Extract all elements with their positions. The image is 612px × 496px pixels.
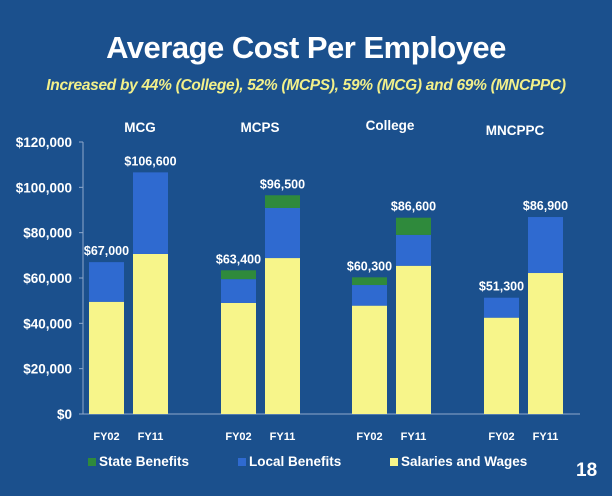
bar-total-label: $96,500 (260, 177, 305, 191)
bar-segment-salaries (352, 305, 387, 414)
bar-total-label: $106,600 (124, 154, 176, 168)
bar-segment-state-benefits (221, 270, 256, 280)
bar-segment-state-benefits (396, 217, 431, 235)
x-tick-label: FY11 (533, 431, 559, 443)
y-tick-label: $80,000 (23, 226, 72, 241)
chart-legend: State Benefits Local Benefits Salaries a… (0, 454, 612, 474)
y-tick-label: $120,000 (16, 135, 72, 150)
bar-total-label: $67,000 (84, 244, 129, 258)
legend-label: State Benefits (99, 454, 190, 469)
x-tick-label: FY02 (488, 431, 514, 443)
group-label: MCG (124, 120, 156, 135)
x-tick-label: FY02 (225, 431, 251, 443)
group-label: MCPS (240, 120, 279, 135)
y-tick-label: $20,000 (23, 362, 72, 377)
bar-segment-salaries (133, 253, 168, 414)
legend-item-local-benefits: Local Benefits (238, 454, 341, 469)
page-number: 18 (576, 460, 598, 481)
legend-item-salaries: Salaries and Wages (390, 454, 527, 469)
bar-segment-salaries (265, 258, 300, 414)
bar-segment-local-benefits (89, 262, 124, 302)
x-tick-label: FY11 (270, 431, 296, 443)
legend-swatch-local (238, 457, 246, 466)
y-tick-label: $0 (57, 407, 72, 422)
legend-label: Local Benefits (249, 454, 342, 469)
legend-item-state-benefits: State Benefits (88, 454, 189, 469)
group-label: College (366, 118, 415, 133)
bar-total-label: $86,900 (523, 199, 568, 213)
x-tick-label: FY02 (93, 431, 119, 443)
bar-segment-local-benefits (265, 207, 300, 259)
bar-segment-local-benefits (133, 172, 168, 254)
bar-segment-local-benefits (528, 217, 563, 274)
legend-swatch-state (88, 457, 96, 466)
bar-segment-local-benefits (484, 297, 519, 318)
bar-segment-local-benefits (221, 279, 256, 303)
x-tick-label: FY11 (401, 431, 427, 443)
bar-segment-local-benefits (352, 285, 387, 306)
bar-total-label: $86,600 (391, 200, 436, 214)
bar-segment-salaries (528, 273, 563, 414)
bar-segment-salaries (396, 265, 431, 414)
bar-segment-state-benefits (352, 277, 387, 286)
bar-total-label: $63,400 (216, 252, 261, 266)
bar-total-label: $60,300 (347, 259, 392, 273)
x-tick-label: FY02 (356, 431, 382, 443)
bar-segment-salaries (89, 301, 124, 414)
bar-segment-salaries (221, 302, 256, 414)
bar-segment-salaries (484, 317, 519, 414)
group-label: MNCPPC (486, 123, 545, 138)
legend-swatch-salaries (390, 457, 398, 466)
legend-label: Salaries and Wages (401, 454, 528, 469)
y-tick-label: $60,000 (23, 271, 72, 286)
x-tick-label: FY11 (138, 431, 164, 443)
slide-title: Average Cost Per Employee (106, 30, 506, 65)
bar-segment-state-benefits (265, 195, 300, 208)
y-tick-label: $40,000 (23, 316, 72, 331)
slide-subtitle: Increased by 44% (College), 52% (MCPS), … (46, 77, 566, 94)
bar-segment-local-benefits (396, 234, 431, 266)
y-tick-label: $100,000 (16, 180, 72, 195)
bar-total-label: $51,300 (479, 280, 524, 294)
